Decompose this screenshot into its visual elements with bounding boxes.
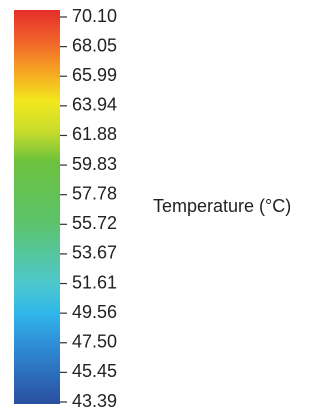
colorbar-tick-label: 59.83 <box>72 154 117 174</box>
colorbar-tick-label: 65.99 <box>72 65 117 85</box>
colorbar-tick-label: 43.39 <box>72 391 117 409</box>
colorbar-tick-label: 70.10 <box>72 6 117 26</box>
colorbar-tick-label: 45.45 <box>72 361 117 381</box>
colorbar-gradient <box>14 10 60 404</box>
colorbar-tick-label: 49.56 <box>72 302 117 322</box>
colorbar-tick-label: 47.50 <box>72 332 117 352</box>
colorbar-tick-label: 51.61 <box>72 272 117 292</box>
colorbar-label: Temperature (°C) <box>153 196 291 216</box>
colorbar-tick-label: 55.72 <box>72 213 117 233</box>
colorbar-tick-label: 61.88 <box>72 124 117 144</box>
colorbar-tick-label: 68.05 <box>72 35 117 55</box>
colorbar-ticks: 70.10 68.05 65.99 63.94 61.88 59.83 57.78 55.72… <box>60 6 117 409</box>
colorbar-tick-label: 57.78 <box>72 183 117 203</box>
colorbar-tick-label: 63.94 <box>72 95 117 115</box>
colorbar-tick-label: 53.67 <box>72 243 117 263</box>
